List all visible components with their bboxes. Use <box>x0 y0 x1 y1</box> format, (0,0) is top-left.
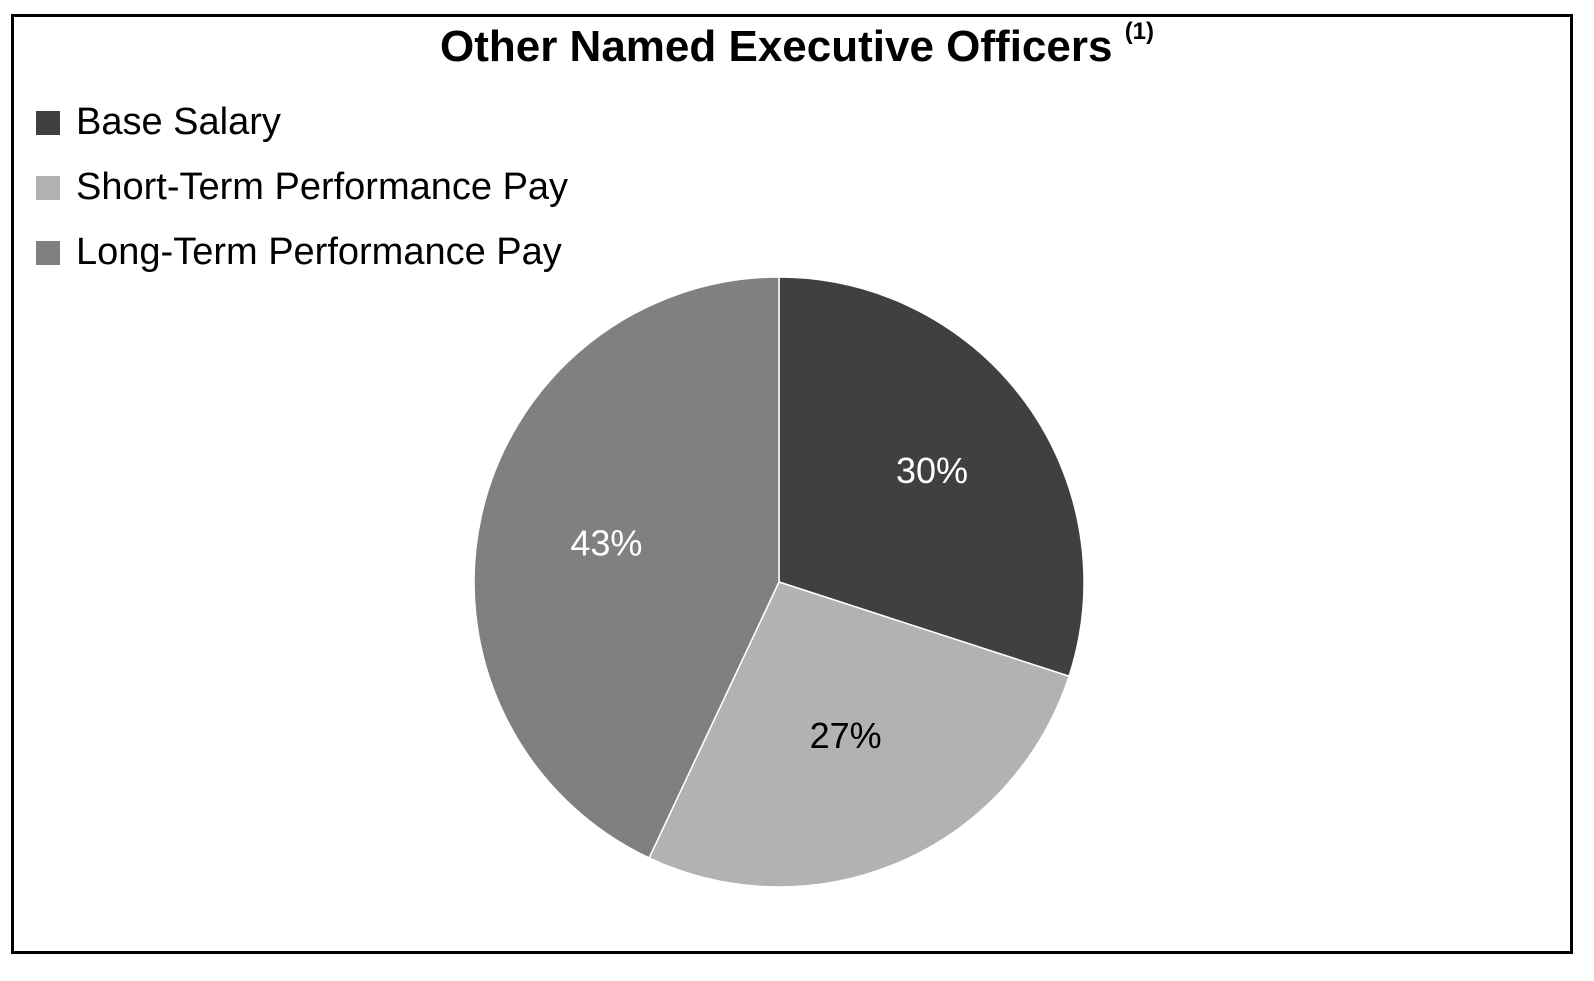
legend-label: Base Salary <box>76 101 281 143</box>
slice-short-term <box>648 581 1071 888</box>
chart-title: Other Named Executive Officers (1) <box>0 18 1594 72</box>
legend-item-long-term: Long-Term Performance Pay <box>36 220 568 285</box>
slice-long-term <box>473 276 780 859</box>
legend-swatch <box>36 175 60 200</box>
pie-slices <box>473 276 1085 888</box>
slice-base-salary <box>778 276 1085 678</box>
chart-title-text: Other Named Executive Officers <box>439 22 1113 71</box>
pie-labels: 30% 27% 43% <box>570 450 968 756</box>
legend-label: Long-Term Performance Pay <box>76 231 562 273</box>
legend-swatch <box>36 240 60 265</box>
data-label: 43% <box>570 522 642 563</box>
legend: Base Salary Short-Term Performance Pay L… <box>36 90 568 285</box>
legend-swatch <box>36 110 60 135</box>
data-label: 27% <box>810 715 882 756</box>
data-label: 30% <box>896 450 968 491</box>
legend-label: Short-Term Performance Pay <box>76 166 569 208</box>
legend-item-base-salary: Base Salary <box>36 90 568 155</box>
title-footnote: (1) <box>1124 18 1155 46</box>
legend-item-short-term: Short-Term Performance Pay <box>36 155 568 220</box>
